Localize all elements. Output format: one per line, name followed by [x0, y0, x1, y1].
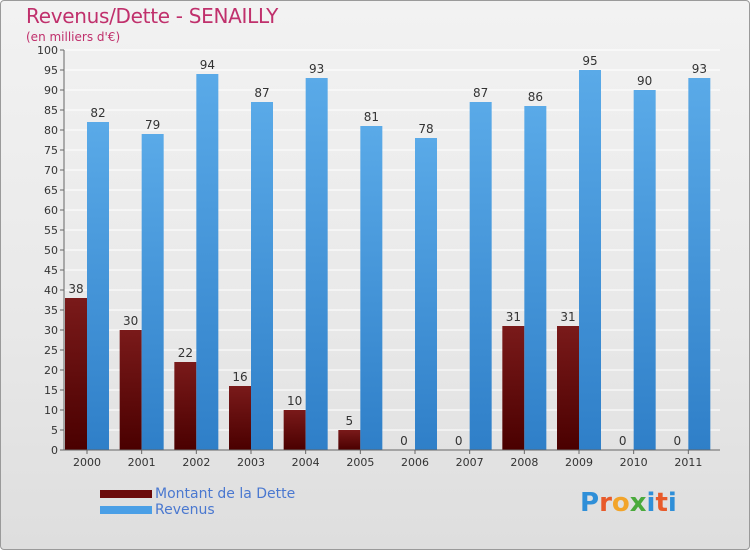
data-label-dette: 0 — [674, 434, 682, 448]
bar-revenus — [360, 126, 383, 450]
data-label-dette: 0 — [400, 434, 408, 448]
legend-swatch-dette — [100, 490, 152, 498]
data-label-revenus: 86 — [528, 90, 543, 104]
legend-label-dette: Montant de la Dette — [155, 486, 296, 502]
y-tick-label: 70 — [44, 164, 58, 177]
y-tick-label: 30 — [44, 324, 58, 337]
proxiti-logo: Proxiti — [580, 488, 677, 518]
data-label-dette: 0 — [619, 434, 627, 448]
x-tick-label: 2000 — [73, 456, 101, 469]
chart-title: Revenus/Dette - SENAILLY — [26, 4, 279, 28]
x-tick-label: 2009 — [565, 456, 593, 469]
data-label-revenus: 93 — [309, 62, 324, 76]
x-tick-label: 2003 — [237, 456, 265, 469]
data-label-revenus: 79 — [145, 118, 160, 132]
legend-label-revenus: Revenus — [155, 502, 215, 518]
bar-revenus — [305, 78, 328, 450]
data-label-dette: 38 — [68, 282, 83, 296]
bar-revenus — [415, 138, 437, 450]
data-label-dette: 10 — [287, 394, 302, 408]
bar-revenus — [579, 70, 601, 450]
y-tick-label: 65 — [44, 184, 58, 197]
bar-dette — [338, 430, 361, 450]
y-tick-label: 40 — [44, 284, 58, 297]
data-label-dette: 0 — [455, 434, 463, 448]
bar-dette — [65, 298, 87, 450]
data-label-dette: 30 — [123, 314, 138, 328]
x-tick-label: 2005 — [346, 456, 374, 469]
y-tick-label: 85 — [44, 104, 58, 117]
data-label-revenus: 78 — [418, 122, 433, 136]
y-tick-label: 15 — [44, 384, 58, 397]
bar-revenus — [196, 74, 219, 450]
data-label-revenus: 87 — [473, 86, 488, 100]
bar-dette — [119, 330, 142, 450]
bar-revenus — [141, 134, 164, 450]
data-label-dette: 5 — [346, 414, 354, 428]
x-tick-label: 2004 — [292, 456, 320, 469]
bar-revenus — [524, 106, 547, 450]
data-label-dette: 22 — [178, 346, 193, 360]
y-tick-label: 95 — [44, 64, 58, 77]
y-tick-label: 20 — [44, 364, 58, 377]
data-label-dette: 16 — [232, 370, 247, 384]
y-tick-label: 75 — [44, 144, 58, 157]
y-tick-label: 60 — [44, 204, 58, 217]
data-label-revenus: 93 — [692, 62, 707, 76]
y-tick-label: 50 — [44, 244, 58, 257]
chart-subtitle: (en milliers d'€) — [26, 30, 121, 44]
bar-dette — [283, 410, 306, 450]
data-label-revenus: 95 — [582, 54, 597, 68]
x-tick-label: 2008 — [510, 456, 538, 469]
y-tick-label: 80 — [44, 124, 58, 137]
bar-dette — [502, 326, 525, 450]
y-tick-label: 35 — [44, 304, 58, 317]
bar-revenus — [469, 102, 492, 450]
data-label-revenus: 90 — [637, 74, 652, 88]
x-tick-label: 2001 — [128, 456, 156, 469]
y-tick-label: 45 — [44, 264, 58, 277]
legend-swatch-revenus — [100, 506, 152, 514]
bar-revenus — [633, 90, 656, 450]
y-tick-label: 55 — [44, 224, 58, 237]
x-tick-label: 2002 — [182, 456, 210, 469]
bar-revenus — [251, 102, 273, 450]
y-tick-label: 25 — [44, 344, 58, 357]
bar-dette — [557, 326, 579, 450]
bar-revenus — [688, 78, 711, 450]
y-tick-label: 90 — [44, 84, 58, 97]
bar-dette — [229, 386, 251, 450]
bar-dette — [174, 362, 197, 450]
data-label-dette: 31 — [506, 310, 521, 324]
y-tick-label: 10 — [44, 404, 58, 417]
x-tick-label: 2011 — [674, 456, 702, 469]
y-tick-label: 100 — [37, 44, 58, 57]
x-tick-label: 2007 — [456, 456, 484, 469]
y-tick-label: 5 — [51, 424, 58, 437]
data-label-revenus: 82 — [90, 106, 105, 120]
data-label-revenus: 81 — [364, 110, 379, 124]
y-tick-label: 0 — [51, 444, 58, 457]
data-label-dette: 31 — [560, 310, 575, 324]
bar-revenus — [87, 122, 109, 450]
data-label-revenus: 87 — [254, 86, 269, 100]
x-tick-label: 2010 — [620, 456, 648, 469]
data-label-revenus: 94 — [200, 58, 215, 72]
x-tick-label: 2006 — [401, 456, 429, 469]
